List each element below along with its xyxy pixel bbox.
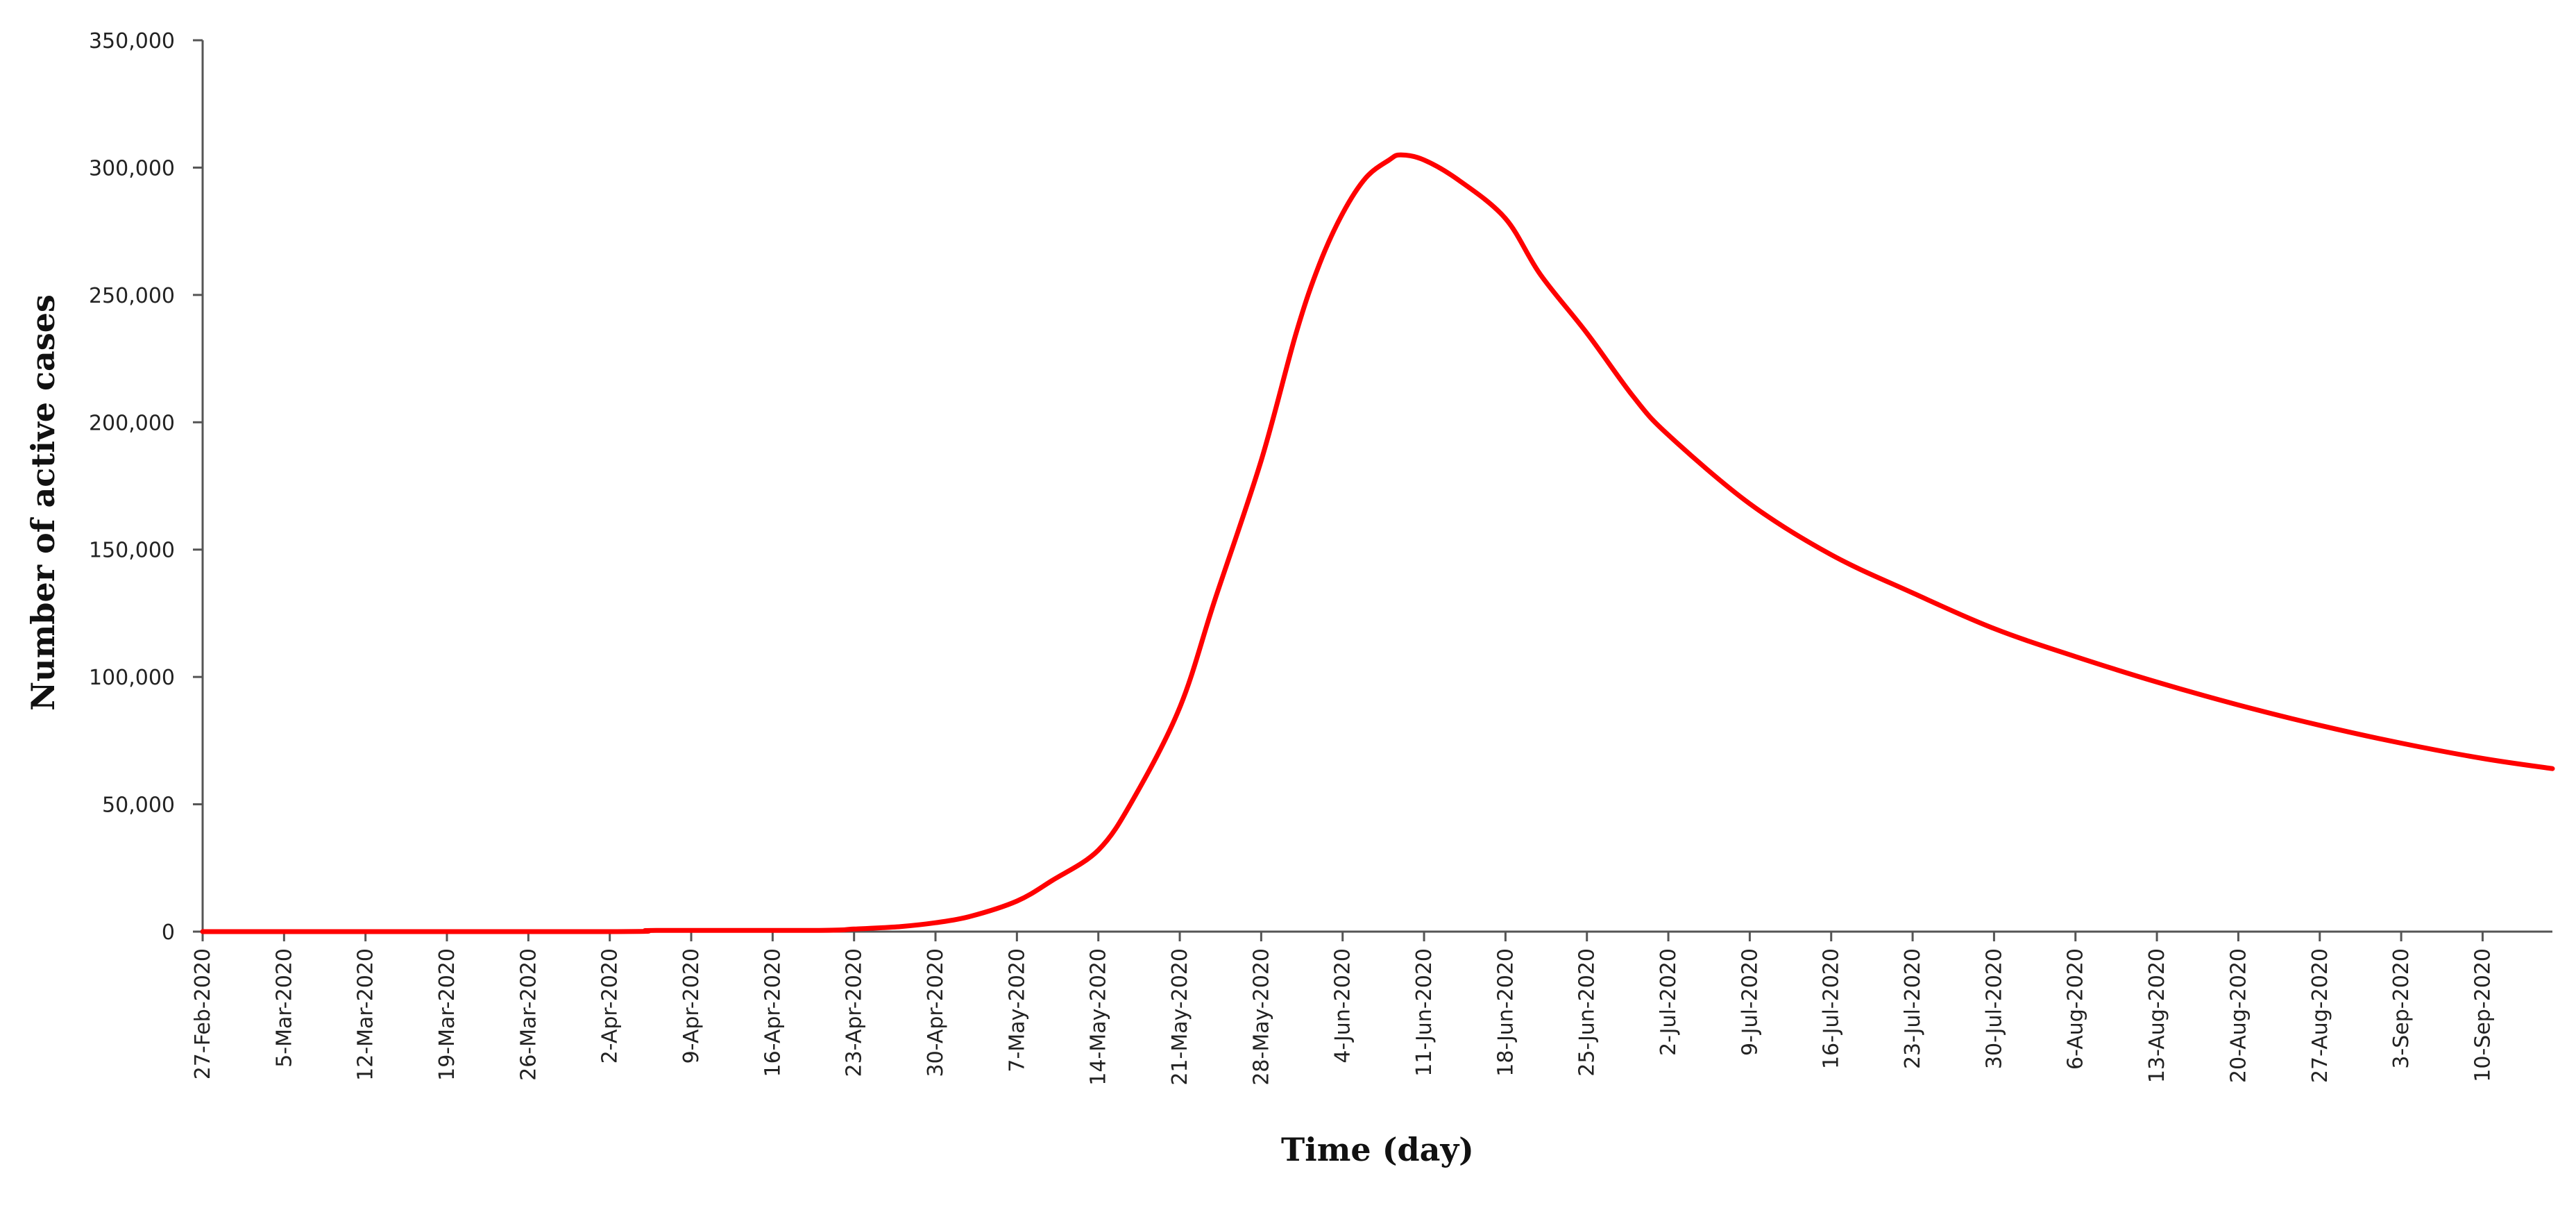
- x-tick-label: 30-Apr-2020: [924, 948, 948, 1077]
- x-tick-label: 9-Jul-2020: [1738, 948, 1762, 1056]
- x-tick-label: 5-Mar-2020: [272, 948, 296, 1068]
- y-tick-label: 300,000: [89, 156, 175, 180]
- x-tick-label: 3-Sep-2020: [2389, 948, 2414, 1069]
- x-tick-label: 16-Jul-2020: [1820, 948, 1844, 1069]
- x-tick-label: 12-Mar-2020: [354, 948, 378, 1081]
- x-tick-label: 11-Jun-2020: [1412, 948, 1437, 1077]
- x-tick-label: 19-Mar-2020: [435, 948, 459, 1081]
- x-tick-label: 6-Aug-2020: [2064, 948, 2088, 1070]
- x-axis-label: Time (day): [1281, 1131, 1474, 1168]
- x-tick-label: 30-Jul-2020: [1982, 948, 2006, 1069]
- x-tick-label: 16-Apr-2020: [761, 948, 785, 1077]
- x-tick-label: 23-Apr-2020: [842, 948, 867, 1077]
- x-tick-label: 27-Aug-2020: [2308, 948, 2332, 1083]
- x-tick-label: 26-Mar-2020: [516, 948, 541, 1081]
- x-tick-label: 18-Jun-2020: [1493, 948, 1518, 1077]
- x-tick-label: 2-Jul-2020: [1656, 948, 1681, 1056]
- x-tick-label: 28-May-2020: [1249, 948, 1273, 1086]
- y-tick-label: 150,000: [89, 539, 175, 563]
- x-tick-label: 2-Apr-2020: [598, 948, 622, 1064]
- x-tick-label: 13-Aug-2020: [2145, 948, 2169, 1083]
- y-tick-label: 200,000: [89, 411, 175, 435]
- x-tick-label: 14-May-2020: [1087, 948, 1111, 1086]
- y-axis-ticks: 0 50,000 100,000 150,000 200,000 250,000 300,0…: [89, 29, 203, 945]
- y-tick-label: 50,000: [102, 793, 175, 818]
- x-tick-label: 23-Jul-2020: [1901, 948, 1925, 1069]
- x-tick-label: 27-Feb-2020: [191, 948, 215, 1079]
- y-tick-label: 250,000: [89, 284, 175, 308]
- x-tick-label: 10-Sep-2020: [2471, 948, 2495, 1082]
- x-tick-label: 9-Apr-2020: [679, 948, 704, 1064]
- x-tick-label: 7-May-2020: [1005, 948, 1029, 1073]
- x-tick-label: 21-May-2020: [1168, 948, 1192, 1086]
- y-tick-label: 0: [162, 921, 175, 945]
- y-tick-label: 350,000: [89, 29, 175, 53]
- x-tick-label: 20-Aug-2020: [2226, 948, 2251, 1083]
- x-axis-ticks: 27-Feb-2020 5-Mar-2020 12-Mar-2020 19-Mar-2…: [191, 932, 2495, 1086]
- y-tick-label: 100,000: [89, 666, 175, 690]
- y-axis-label: Number of active cases: [24, 294, 62, 711]
- x-tick-label: 4-Jun-2020: [1331, 948, 1355, 1064]
- series-line: [200, 152, 2555, 934]
- x-tick-label: 25-Jun-2020: [1575, 948, 1600, 1077]
